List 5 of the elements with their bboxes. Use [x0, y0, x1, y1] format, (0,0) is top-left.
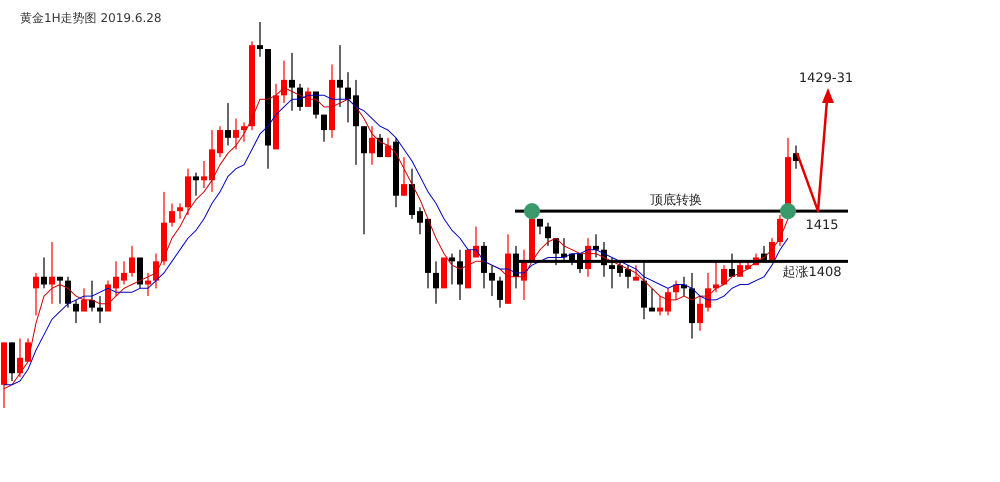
annotation: 起涨1408 — [782, 265, 842, 280]
annotation: 1415 — [805, 218, 839, 233]
annotation: 1429-31 — [798, 71, 854, 86]
annotation: 顶底转换 — [650, 193, 702, 208]
title: 黄金1H走势图 2019.6.28 — [20, 11, 162, 25]
